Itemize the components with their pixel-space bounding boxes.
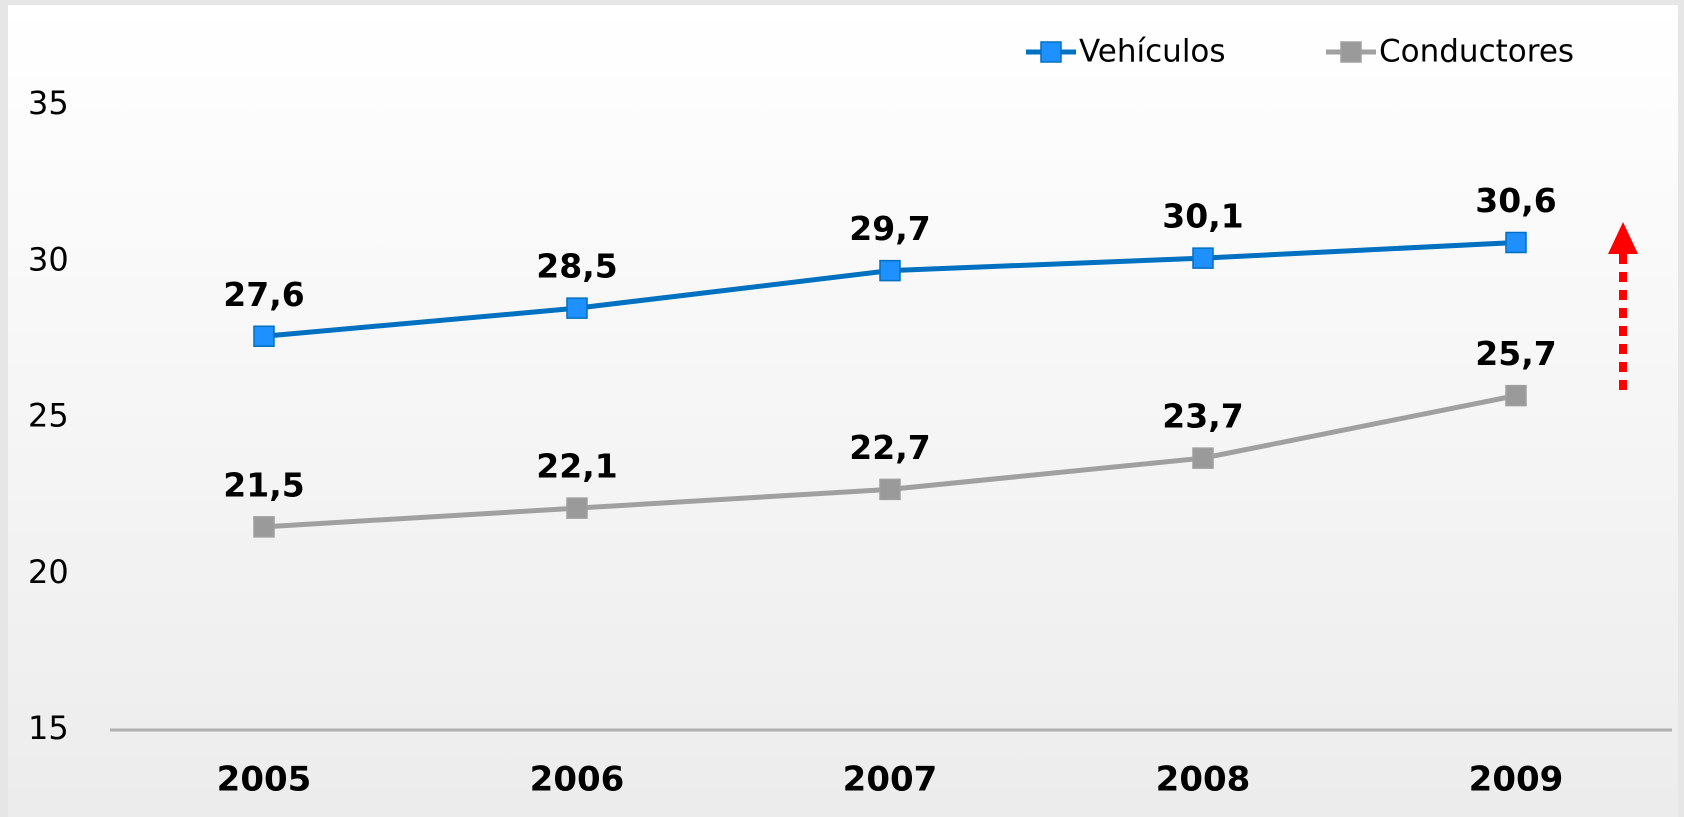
- marker: [566, 497, 588, 519]
- x-tick-label: 2009: [1469, 760, 1564, 800]
- marker: [1505, 231, 1527, 254]
- data-label: 22,7: [849, 428, 930, 467]
- x-tick-label: 2007: [843, 760, 938, 800]
- marker: [879, 478, 901, 501]
- legend-label: Vehículos: [1079, 34, 1226, 70]
- legend-marker: [1340, 41, 1362, 63]
- y-tick-label: 15: [28, 709, 69, 747]
- marker: [879, 259, 901, 282]
- y-tick-label: 25: [28, 397, 69, 435]
- data-label: 25,7: [1475, 334, 1556, 373]
- y-tick-label: 20: [28, 553, 69, 591]
- data-label: 27,6: [223, 275, 304, 314]
- data-label: 21,5: [223, 465, 304, 504]
- marker: [1192, 247, 1214, 269]
- marker: [1192, 447, 1214, 469]
- marker: [566, 297, 588, 319]
- y-tick-label: 35: [28, 84, 69, 122]
- legend-marker: [1040, 41, 1062, 63]
- x-tick-label: 2005: [217, 760, 312, 800]
- marker: [253, 516, 275, 538]
- marker: [253, 325, 275, 347]
- plot-background: [8, 5, 1678, 817]
- y-tick-label: 30: [28, 240, 69, 278]
- legend-label: Conductores: [1379, 34, 1574, 70]
- data-label: 22,1: [536, 447, 617, 486]
- data-label: 23,7: [1162, 397, 1243, 436]
- data-label: 30,6: [1475, 181, 1556, 220]
- data-label: 29,7: [849, 209, 930, 248]
- marker: [1505, 384, 1527, 407]
- data-label: 28,5: [536, 247, 617, 286]
- data-label: 30,1: [1162, 197, 1243, 236]
- trend-arrow: [1608, 222, 1638, 390]
- x-tick-label: 2006: [530, 760, 625, 800]
- x-tick-label: 2008: [1156, 760, 1251, 800]
